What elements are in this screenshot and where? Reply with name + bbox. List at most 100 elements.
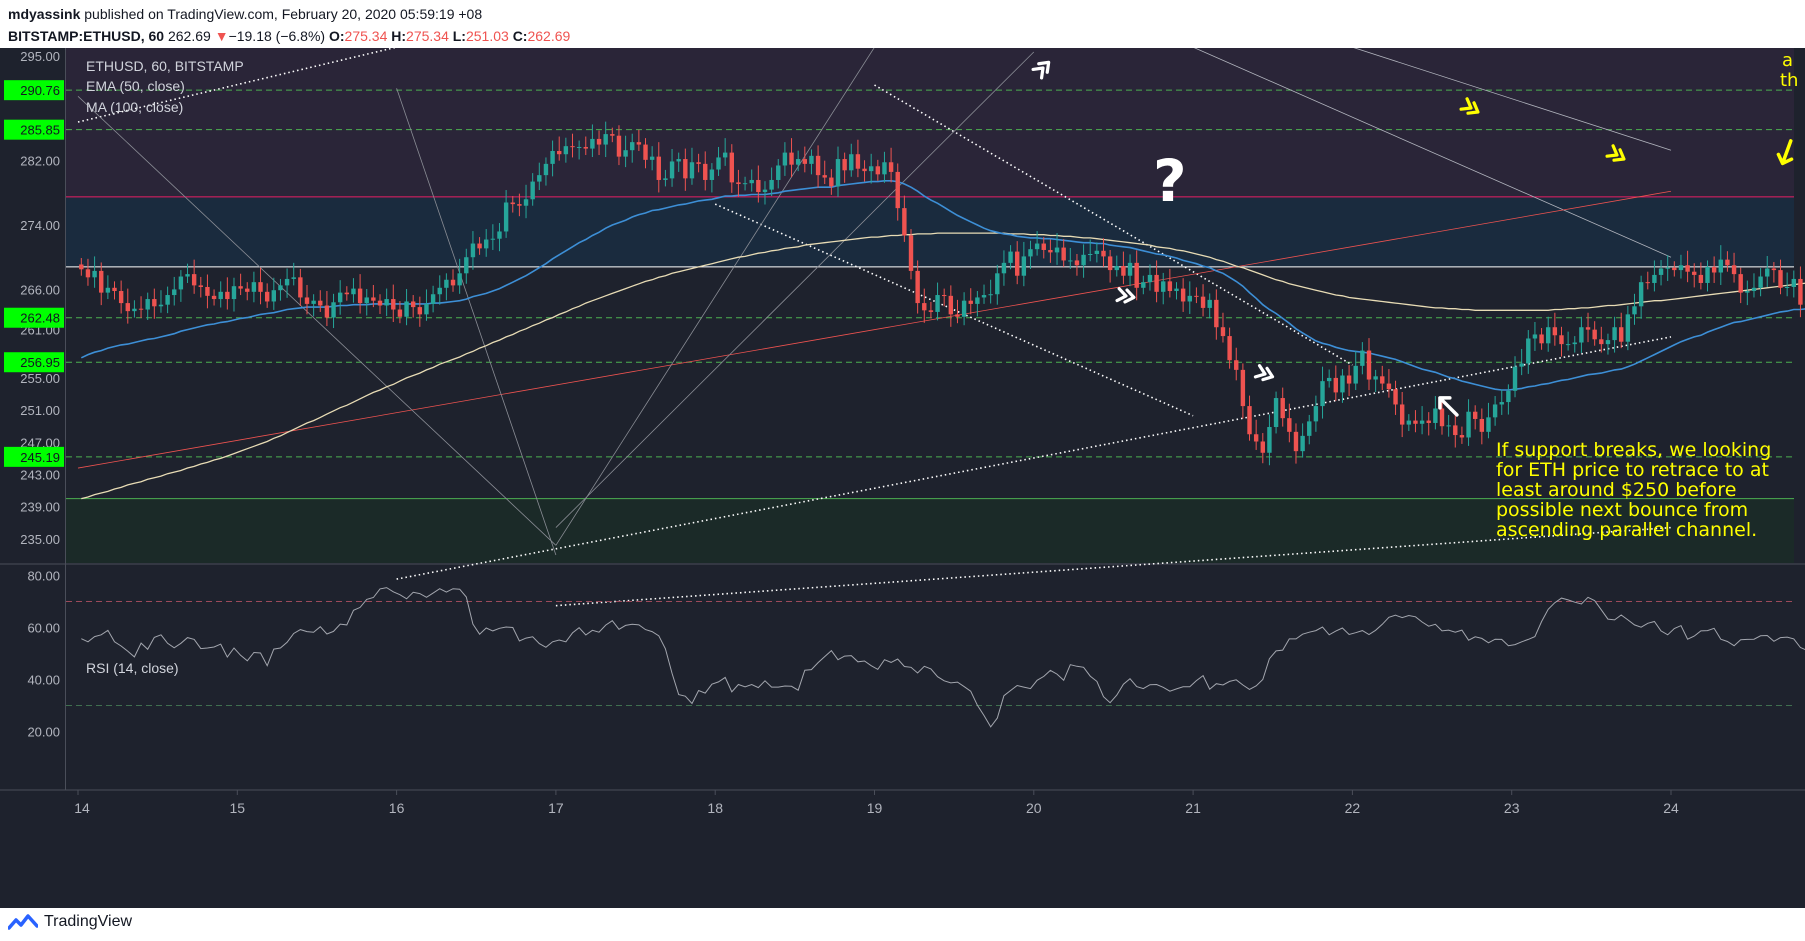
- author-name[interactable]: mdyassink: [8, 6, 81, 22]
- candle-body: [1645, 282, 1650, 284]
- candle-body: [822, 175, 827, 178]
- candle-252: [1751, 273, 1757, 298]
- candle-body: [557, 151, 562, 155]
- candle-body: [736, 182, 741, 184]
- candle-107: [789, 138, 794, 178]
- candle-body: [902, 208, 907, 236]
- candle-body: [1346, 375, 1352, 384]
- candle-228: [1592, 321, 1597, 346]
- chevron-right-icon: [1459, 97, 1480, 115]
- candle-body: [1705, 266, 1710, 283]
- candle-251: [1745, 280, 1750, 306]
- candle-body: [371, 297, 376, 301]
- price-tick-8: 243.00: [20, 467, 60, 482]
- candle-31: [284, 268, 290, 298]
- candle-body: [749, 179, 754, 184]
- candle-body: [1001, 262, 1007, 274]
- candle-body: [1326, 377, 1332, 382]
- candle-190: [1340, 369, 1345, 403]
- candle-96: [716, 146, 721, 176]
- candle-29: [271, 277, 277, 310]
- arrow-up-icon: [1438, 396, 1459, 417]
- candle-body: [1638, 282, 1644, 307]
- candle-body: [1307, 421, 1312, 436]
- candle-73: [563, 137, 569, 163]
- candle-147: [1054, 233, 1060, 265]
- trend-line-6: [1353, 48, 1672, 151]
- candle-205: [1439, 402, 1445, 435]
- candle-body: [809, 155, 814, 164]
- candle-155: [1107, 249, 1113, 283]
- candle-24: [238, 273, 243, 296]
- trend-line-2: [555, 526, 1672, 607]
- candle-83: [630, 133, 635, 163]
- candle-35: [311, 294, 316, 317]
- candle-161: [1147, 264, 1153, 291]
- candle-119: [868, 153, 874, 184]
- candle-185: [1307, 414, 1312, 445]
- candle-220: [1539, 328, 1544, 350]
- candle-1: [85, 258, 91, 286]
- candle-body: [623, 150, 628, 157]
- candle-162: [1154, 260, 1159, 303]
- candle-body: [410, 301, 416, 308]
- candle-137: [988, 279, 993, 304]
- candle-16: [185, 263, 190, 283]
- candle-body: [935, 295, 940, 312]
- candle-149: [1068, 247, 1073, 269]
- candle-128: [928, 301, 934, 319]
- candle-body: [1579, 327, 1584, 343]
- candle-body: [85, 269, 91, 278]
- tradingview-logo-icon[interactable]: [8, 912, 38, 932]
- candle-body: [1386, 383, 1392, 390]
- chevron-right-icon: [1605, 144, 1626, 162]
- candle-80: [610, 127, 615, 143]
- candle-body: [610, 134, 615, 136]
- candle-body: [1672, 267, 1677, 271]
- candle-68: [530, 173, 535, 206]
- candle-246: [1711, 256, 1717, 283]
- candle-182: [1287, 403, 1292, 443]
- candle-body: [384, 299, 389, 306]
- candle-174: [1234, 347, 1239, 381]
- candle-body: [570, 146, 575, 148]
- candle-198: [1393, 380, 1398, 415]
- white-arrow-up-left: [1438, 396, 1459, 417]
- candle-257: [1784, 272, 1790, 297]
- candle-242: [1685, 250, 1690, 283]
- candle-body: [1599, 339, 1604, 345]
- candle-5: [112, 281, 117, 300]
- open-value: 275.34: [344, 28, 388, 44]
- double-chevron-right-white-2: [1253, 364, 1275, 382]
- candle-126: [915, 260, 920, 314]
- candle-27: [258, 267, 263, 305]
- candle-body: [742, 183, 748, 185]
- candle-body: [1134, 262, 1139, 288]
- clipped-text-1: a: [1782, 50, 1793, 71]
- annotation-line-3: least around $250 before: [1496, 479, 1736, 501]
- candle-15: [178, 270, 184, 302]
- candle-188: [1326, 369, 1332, 388]
- candle-body: [1459, 435, 1465, 438]
- candle-body: [1678, 265, 1684, 271]
- candle-body: [1718, 259, 1723, 273]
- candle-body: [1665, 267, 1670, 269]
- candle-129: [935, 282, 940, 321]
- candle-body: [1725, 259, 1730, 266]
- candle-94: [703, 151, 708, 191]
- candle-53: [430, 285, 436, 313]
- price-label-box-4: [4, 446, 64, 467]
- candle-154: [1101, 238, 1106, 267]
- candle-body: [391, 299, 396, 310]
- candle-19: [205, 274, 210, 309]
- candle-85: [643, 138, 648, 169]
- candle-34: [304, 284, 310, 315]
- candle-82: [623, 135, 628, 168]
- candle-body: [1439, 408, 1445, 427]
- candle-body: [218, 291, 223, 300]
- publish-info: mdyassink published on TradingView.com, …: [8, 6, 482, 22]
- candle-104: [769, 167, 774, 197]
- candle-body: [1260, 441, 1265, 453]
- candle-218: [1526, 330, 1531, 374]
- price-chart[interactable]: 295.00282.00274.00266.00261.00255.00251.…: [0, 48, 1805, 908]
